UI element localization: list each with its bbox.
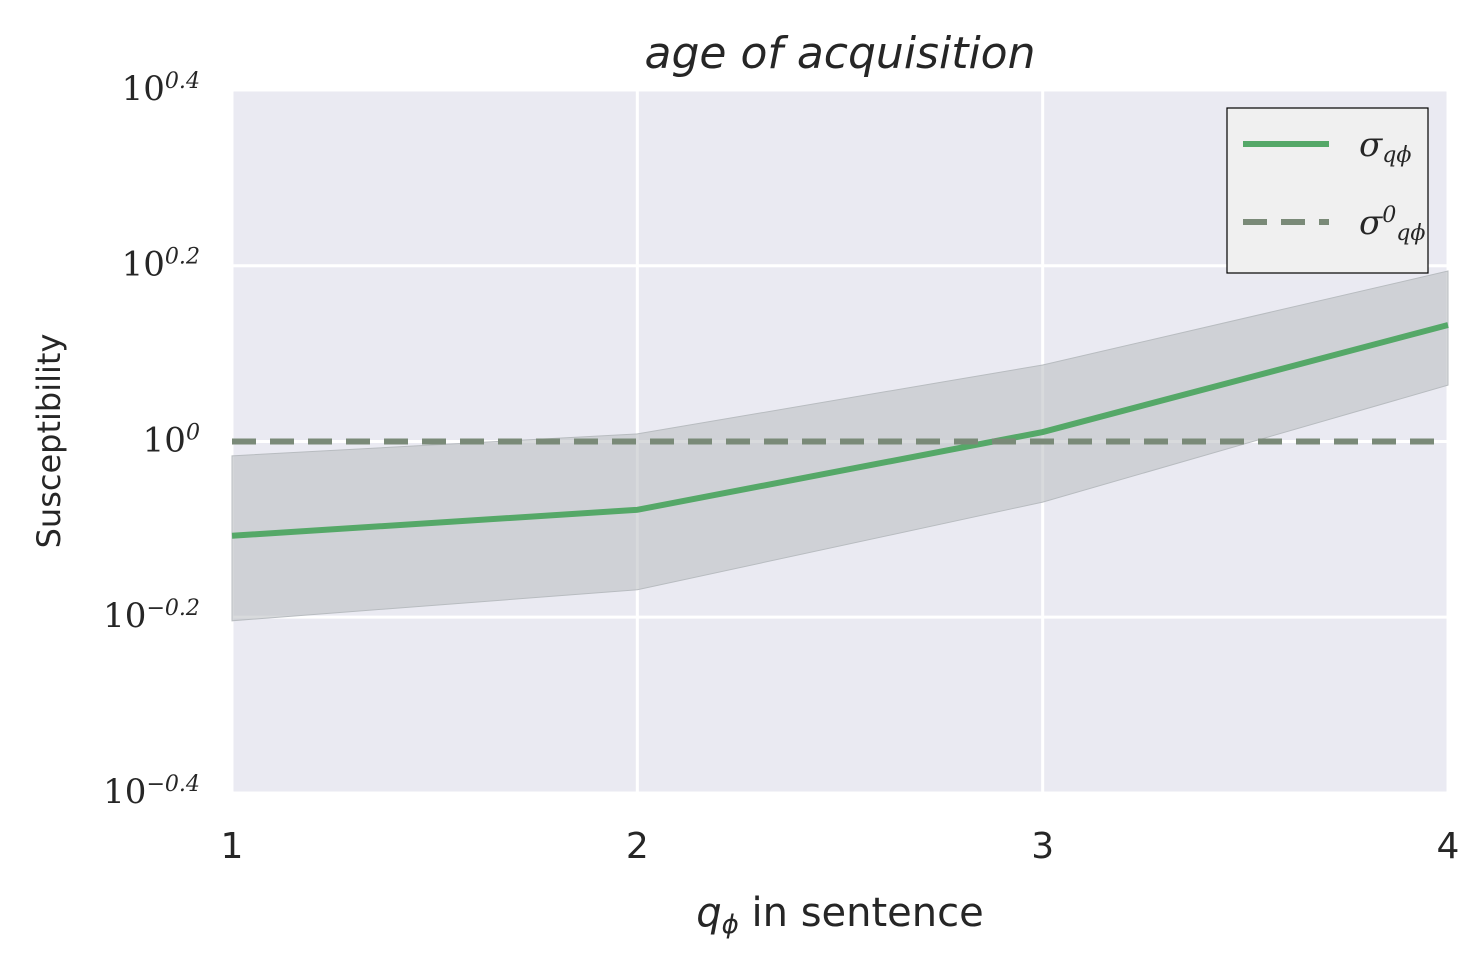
line [231,322,1449,539]
x-tick-label: 4 [1437,826,1460,867]
y-tick-label: 10−0.2 [103,595,200,636]
x-tick-label: 3 [1031,826,1054,867]
y-tick-label: 100.4 [122,68,200,109]
chart-title: age of acquisition [645,28,1036,79]
legend-label: σqϕ [1359,125,1411,168]
y-axis-label: Susceptibility [30,334,68,549]
x-axis-label: qϕ in sentence [696,890,984,940]
legend-box [1226,107,1429,274]
y-tick-label: 10−0.4 [103,771,200,812]
x-tick-label: 2 [626,826,649,867]
legend-label: σ0qϕ [1359,202,1425,246]
confidence-band [231,270,1449,622]
y-tick-label: 100 [143,419,200,460]
x-tick-label: 1 [221,826,244,867]
y-tick-label: 100.2 [122,244,200,285]
